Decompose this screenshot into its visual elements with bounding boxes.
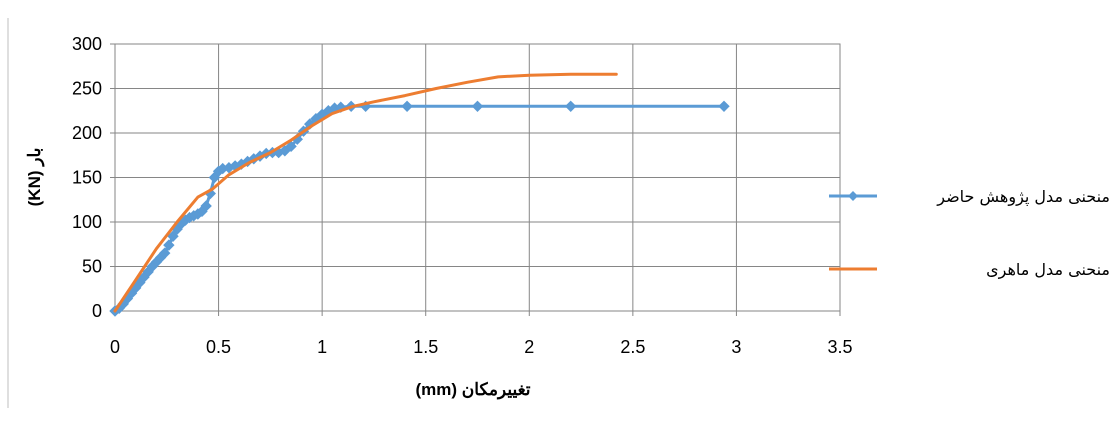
gridlines <box>114 43 841 312</box>
y-tick-label-1: 50 <box>82 257 102 277</box>
y-axis-ticks: 0 50 100 150 200 250 300 <box>72 34 115 321</box>
series-1-point-50 <box>565 100 577 113</box>
y-tick-label-0: 0 <box>92 301 102 321</box>
series-1-point-37 <box>285 140 297 153</box>
legend-item-2: منحنی مدل ماهری <box>829 260 1110 280</box>
series-1-point-51 <box>718 100 730 113</box>
series-layer <box>109 72 730 317</box>
x-tick-label-0: 0 <box>110 337 120 357</box>
y-tick-label-6: 300 <box>72 34 102 54</box>
series-1-point-13 <box>163 239 175 251</box>
x-tick-label-2: 1 <box>317 337 327 357</box>
series-1-point-49 <box>471 100 484 113</box>
x-tick-label-4: 2 <box>524 337 534 357</box>
series-1-point-12 <box>159 247 171 259</box>
legend-marker-1 <box>848 191 858 201</box>
series-1-point-48 <box>401 100 413 113</box>
legend-label-1: منحنی مدل پژوهش حاضر <box>936 187 1110 207</box>
x-tick-label-5: 2.5 <box>620 337 645 357</box>
x-tick-label-3: 1.5 <box>413 337 438 357</box>
series-2 <box>113 72 618 313</box>
legend-label-2: منحنی مدل ماهری <box>986 260 1110 280</box>
x-axis-title: تغییرمکان (mm) <box>415 380 530 400</box>
x-tick-label-6: 3 <box>731 337 741 357</box>
x-tick-label-7: 3.5 <box>827 337 852 357</box>
y-tick-label-2: 100 <box>72 212 102 232</box>
y-tick-label-3: 150 <box>72 168 102 188</box>
y-tick-label-5: 250 <box>72 79 102 99</box>
series-1-point-22 <box>200 200 212 212</box>
x-axis-ticks: 0 0.5 1 1.5 2 2.5 3 3.5 <box>110 311 853 357</box>
legend: منحنی مدل پژوهش حاضر منحنی مدل ماهری <box>829 187 1110 280</box>
y-axis-title: بار (KN) <box>25 148 45 207</box>
legend-item-1: منحنی مدل پژوهش حاضر <box>829 187 1110 207</box>
y-tick-label-4: 200 <box>72 123 102 143</box>
series-1-point-14 <box>167 230 179 242</box>
series-2-line <box>113 72 618 313</box>
series-1 <box>109 100 730 317</box>
x-tick-label-1: 0.5 <box>206 337 231 357</box>
